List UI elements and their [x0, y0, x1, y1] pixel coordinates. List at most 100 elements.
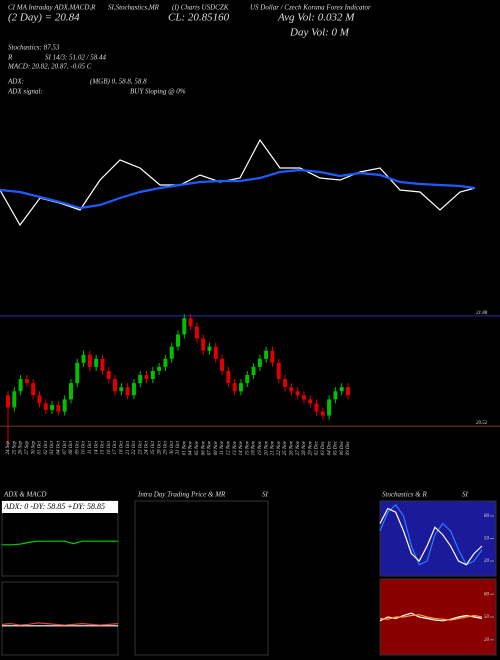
candle-body [182, 318, 187, 335]
y-tick-label: 21.88 [476, 311, 488, 316]
x-tick-label: 01 Oct [38, 440, 43, 454]
x-tick-label: 05 Nov [195, 440, 200, 455]
x-tick-label: 29 Nov [308, 440, 313, 455]
series-line [379, 612, 483, 622]
candle-body [87, 354, 92, 367]
candle-body [37, 395, 42, 404]
x-tick-label: 14 Nov [239, 440, 244, 455]
candle-body [220, 358, 225, 371]
x-tick-label: 01 Nov [182, 440, 187, 455]
x-tick-label: 06 Nov [201, 440, 206, 455]
candle-body [201, 338, 206, 351]
candle-body [213, 346, 218, 359]
x-tick-label: 06 Dec [340, 440, 345, 455]
x-tick-label: 07 Nov [208, 440, 213, 455]
candle-body [226, 370, 231, 384]
candle-body [270, 350, 275, 363]
panel-title: SI [462, 491, 469, 499]
x-tick-label: 18 Nov [252, 440, 257, 455]
panel-title: Stochastics & R [382, 491, 427, 499]
x-tick-label: 28 Nov [302, 440, 307, 455]
candle-body [283, 379, 288, 388]
x-tick-label: 18 Oct [119, 440, 124, 454]
header-text: US Dollar / Czech Koruna Forex Indicator [250, 4, 371, 12]
x-tick-label: 21 Nov [271, 440, 276, 455]
candle-body [106, 370, 111, 380]
x-tick-label: 29 Oct [164, 440, 169, 454]
x-tick-label: 14 Oct [94, 440, 99, 454]
candle-body [113, 379, 118, 392]
candle-body [100, 358, 105, 371]
candle-body [138, 375, 143, 384]
header-text: CI MA Intraday ADX,MACD,R [8, 4, 96, 12]
candle-body [327, 399, 332, 416]
x-tick-label: 07 Oct [63, 440, 68, 454]
series-line [379, 507, 483, 566]
candle-body [308, 399, 313, 404]
intraday-box [134, 500, 269, 656]
two-day: (2 Day) = 20.84 [8, 12, 80, 24]
candle-body [144, 375, 149, 380]
x-tick-label: 05 Dec [334, 440, 339, 455]
y-tick-label: 80 [484, 592, 490, 597]
day-vol: Day Vol: 0 M [289, 27, 350, 39]
candle-body [194, 326, 199, 339]
candle-body [31, 383, 36, 396]
x-tick-label: 31 Oct [176, 440, 181, 454]
candle-body [75, 362, 80, 384]
candle-body [207, 346, 212, 351]
candle-body [257, 358, 262, 367]
candle-body [176, 334, 180, 347]
close: CL: 20.85160 [168, 12, 230, 24]
x-tick-label: 27 Sep [25, 441, 30, 455]
candle-body [295, 391, 300, 396]
panel-title: SI [262, 491, 269, 499]
series-line [1, 622, 119, 626]
candle-body [333, 391, 338, 400]
x-tick-label: 08 Nov [214, 440, 219, 455]
candle-body [6, 395, 10, 408]
x-tick-label: 26 Nov [289, 440, 294, 455]
stat: ADX: [7, 78, 24, 86]
x-tick-label: 04 Dec [327, 440, 332, 455]
series-line [379, 503, 483, 566]
stat: ADX signal: [7, 88, 43, 96]
x-tick-label: 24 Sep [6, 441, 11, 455]
candle-body [50, 405, 55, 410]
candle-body [238, 383, 243, 392]
panel-border [379, 578, 497, 656]
header-text: SI,Stochastics,MR [108, 4, 160, 12]
x-tick-label: 17 Oct [113, 440, 118, 454]
x-tick-label: 25 Sep [12, 441, 17, 455]
candle-body [163, 358, 168, 367]
candle-body [188, 318, 193, 327]
y-tick-label: 20 [484, 559, 490, 564]
candle-body [150, 370, 155, 380]
y-tick-label: 80 [484, 514, 490, 519]
candle-body [245, 375, 250, 384]
candle-body [276, 362, 281, 380]
stat: SI 14/3: 51.02 / 58.44 [45, 54, 107, 62]
x-tick-label: 03 Dec [321, 440, 326, 455]
x-tick-label: 25 Nov [283, 440, 288, 455]
x-tick-label: 09 Oct [75, 440, 80, 454]
x-tick-label: 25 Oct [151, 440, 156, 454]
x-tick-label: 26 Sep [19, 441, 24, 455]
candle-body [232, 383, 237, 392]
series-line [2, 540, 118, 546]
panel-title: ADX & MACD [3, 491, 46, 499]
stat: Stochastics: 87.53 [8, 44, 60, 52]
candle-body [94, 358, 99, 367]
candle-body [68, 383, 73, 400]
candle-body [131, 383, 136, 396]
x-tick-label: 22 Oct [132, 440, 137, 454]
candle-body [289, 387, 294, 392]
x-tick-label: 13 Nov [233, 440, 238, 455]
label-box [2, 501, 118, 513]
x-tick-label: 11 Oct [88, 440, 93, 454]
candle-body [119, 387, 124, 392]
panel-border [379, 500, 497, 577]
series-line [0, 138, 476, 227]
candle-body [56, 405, 61, 412]
x-tick-label: 27 Nov [296, 440, 301, 455]
